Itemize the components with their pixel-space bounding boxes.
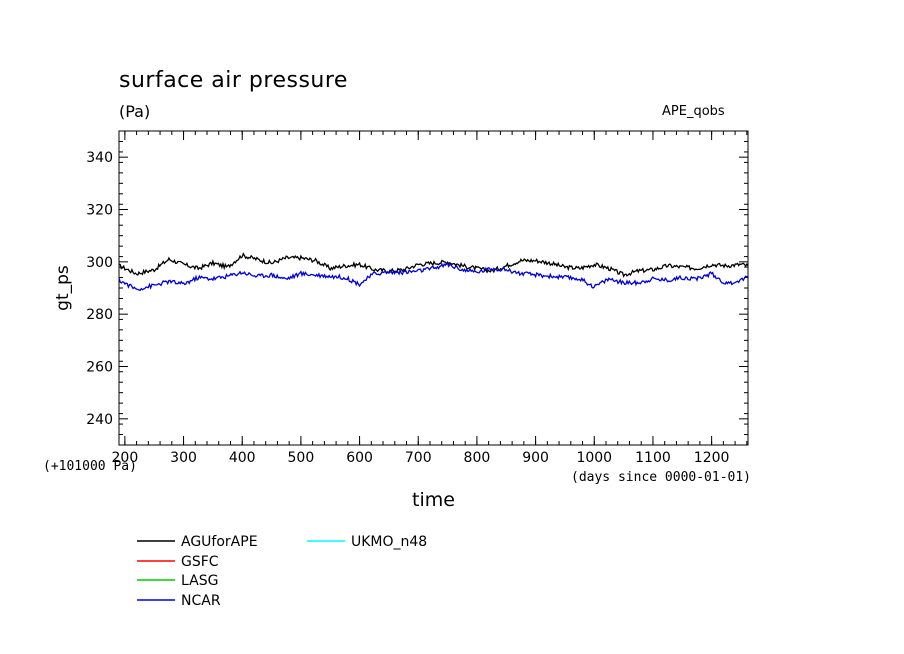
plot-frame [118, 130, 749, 446]
x-tick-label: 300 [170, 450, 197, 466]
y-tick-label: 340 [86, 150, 113, 166]
x-axis-label: time [412, 489, 455, 511]
x-tick-label: 1000 [576, 450, 612, 466]
chart-title: surface air pressure [119, 68, 348, 93]
y-tick-label: 240 [86, 412, 113, 428]
chart-units: (Pa) [119, 102, 151, 121]
legend-label: AGUforAPE [181, 534, 258, 550]
x-tick-label: 600 [346, 450, 373, 466]
x-tick-label: 200 [112, 450, 139, 466]
legend-label: NCAR [181, 593, 221, 609]
legend-label: LASG [181, 573, 218, 589]
x-units-note: (days since 0000-01-01) [571, 470, 752, 485]
series-line-ncar [118, 262, 749, 292]
legend-label: GSFC [181, 554, 219, 570]
x-tick-label: 700 [405, 450, 432, 466]
x-tick-label: 1100 [635, 450, 671, 466]
y-tick-label: 320 [86, 203, 113, 219]
y-tick-label: 280 [86, 307, 113, 323]
series-line-aguforape [118, 252, 749, 278]
legend: AGUforAPE GSFC LASG NCAR UKMO_n48 [137, 534, 427, 609]
y-tick-label: 260 [86, 360, 113, 376]
y-offset-note: (+101000 Pa) [43, 459, 137, 474]
x-tick-label: 800 [464, 450, 491, 466]
dataset-label: APE_qobs [662, 104, 725, 119]
legend-label: UKMO_n48 [351, 534, 427, 550]
x-tick-label: 500 [288, 450, 315, 466]
x-tick-label: 900 [522, 450, 549, 466]
x-tick-label: 1200 [694, 450, 730, 466]
y-tick-label: 300 [86, 255, 113, 271]
axis-ticks: 240 260 280 300 320 340 200 300 400 500 600 700 800 9… [86, 130, 748, 466]
data-series [118, 252, 749, 292]
x-tick-label: 400 [229, 450, 256, 466]
